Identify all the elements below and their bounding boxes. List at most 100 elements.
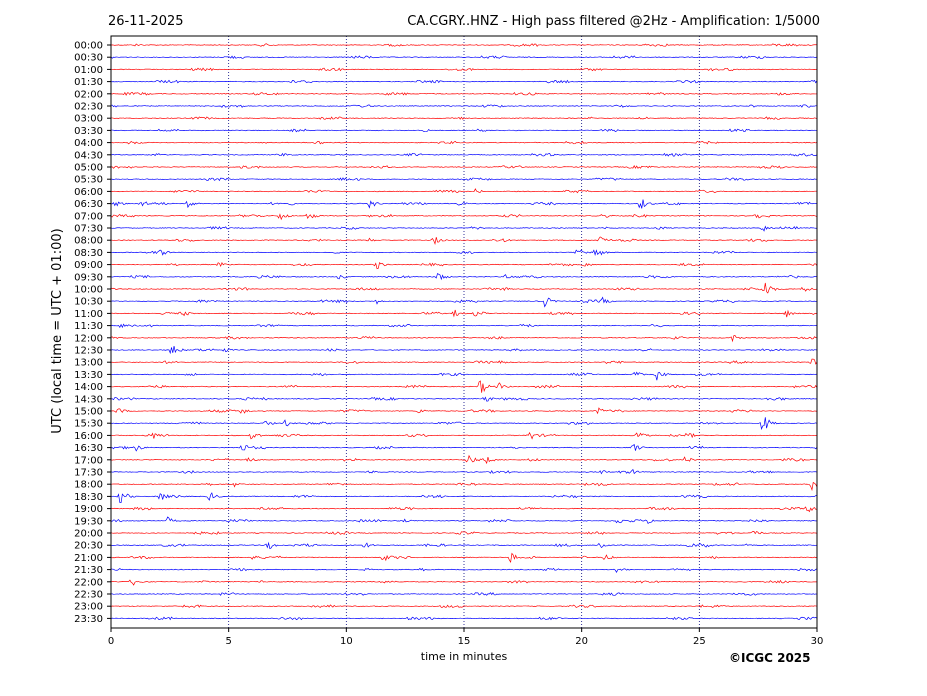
trace-row xyxy=(110,261,818,270)
y-tick-label: 17:00 xyxy=(74,455,103,466)
trace-row xyxy=(110,443,818,452)
trace-row xyxy=(110,506,818,513)
y-tick-label: 04:00 xyxy=(74,138,103,149)
trace-row xyxy=(110,358,818,365)
y-tick-label: 16:00 xyxy=(74,431,103,442)
trace-row xyxy=(110,604,818,608)
plot-frame xyxy=(110,35,818,629)
trace-row xyxy=(110,91,818,96)
trace-row xyxy=(110,579,818,586)
trace-row xyxy=(110,468,818,475)
trace-row xyxy=(110,43,818,47)
trace-row xyxy=(110,454,818,465)
y-tick-label: 03:00 xyxy=(74,114,103,125)
trace-row xyxy=(110,140,818,145)
trace-row xyxy=(110,296,818,308)
x-tick-label: 20 xyxy=(575,636,588,647)
trace-row xyxy=(110,152,818,157)
trace-row xyxy=(110,67,818,72)
y-tick-label: 19:00 xyxy=(74,504,103,515)
y-tick-label: 01:00 xyxy=(74,65,103,76)
trace-row xyxy=(110,346,818,355)
y-tick-label: 02:30 xyxy=(74,102,103,113)
trace-row xyxy=(110,492,818,504)
y-axis-label: UTC (local time = UTC + 01:00) xyxy=(50,228,65,433)
trace-row xyxy=(110,481,818,492)
x-tick-label: 5 xyxy=(225,636,231,647)
y-tick-label: 12:30 xyxy=(74,346,103,357)
trace-row xyxy=(110,371,818,381)
y-tick-label: 20:30 xyxy=(74,541,103,552)
y-tick-label: 17:30 xyxy=(74,468,103,479)
y-tick-label: 15:30 xyxy=(74,419,103,430)
trace-row xyxy=(110,55,818,59)
copyright: ©ICGC 2025 xyxy=(729,651,811,665)
y-tick-label: 13:30 xyxy=(74,370,103,381)
trace-row xyxy=(110,335,818,343)
y-tick-label: 00:00 xyxy=(74,41,103,52)
trace-row xyxy=(110,309,818,318)
trace-row xyxy=(110,323,818,329)
trace-row xyxy=(110,188,817,194)
y-tick-label: 11:30 xyxy=(74,321,103,332)
y-tick-label: 18:00 xyxy=(74,480,103,491)
trace-row xyxy=(110,104,818,108)
x-tick-labels: 0 5 10 15 20 25 30 xyxy=(108,628,824,647)
y-tick-label: 18:30 xyxy=(74,492,103,503)
trace-row xyxy=(110,407,818,415)
trace-row xyxy=(110,592,818,596)
trace-row xyxy=(110,396,818,402)
y-tick-label: 09:30 xyxy=(74,272,103,283)
y-tick-label: 07:00 xyxy=(74,211,103,222)
y-tick-label: 05:30 xyxy=(74,175,103,186)
y-tick-label: 21:30 xyxy=(74,565,103,576)
trace-row xyxy=(110,541,818,550)
y-tick-label: 22:00 xyxy=(74,577,103,588)
y-tick-label: 20:00 xyxy=(74,529,103,540)
y-tick-label: 01:30 xyxy=(74,77,103,88)
trace-row xyxy=(110,272,818,281)
trace-row xyxy=(110,567,818,574)
y-tick-label: 05:00 xyxy=(74,163,103,174)
y-tick-label: 02:00 xyxy=(74,89,103,100)
x-tick-label: 10 xyxy=(340,636,353,647)
y-tick-label: 14:00 xyxy=(74,382,103,393)
trace-row xyxy=(110,282,818,294)
y-tick-label: 08:00 xyxy=(74,236,103,247)
x-tick-label: 0 xyxy=(108,636,114,647)
y-tick-label: 09:00 xyxy=(74,260,103,271)
chart-title: CA.CGRY..HNZ - High pass filtered @2Hz -… xyxy=(407,14,820,29)
y-tick-label: 15:00 xyxy=(74,407,103,418)
y-tick-label: 00:30 xyxy=(74,53,103,64)
y-tick-label: 13:00 xyxy=(74,358,103,369)
y-tick-label: 21:00 xyxy=(74,553,103,564)
trace-row xyxy=(110,417,818,431)
y-tick-label: 12:00 xyxy=(74,333,103,344)
trace-row xyxy=(110,128,818,133)
trace-rows xyxy=(110,43,818,621)
trace-row xyxy=(110,431,818,440)
trace-row xyxy=(110,225,818,232)
y-tick-label: 10:00 xyxy=(74,285,103,296)
y-tick-label: 10:30 xyxy=(74,297,103,308)
y-tick-label: 08:30 xyxy=(74,248,103,259)
y-tick-label: 23:30 xyxy=(74,614,103,625)
y-tick-label: 04:30 xyxy=(74,150,103,161)
y-tick-label: 16:30 xyxy=(74,443,103,454)
trace-row xyxy=(110,516,818,525)
y-tick-label: 07:30 xyxy=(74,224,103,235)
x-tick-label: 15 xyxy=(458,636,471,647)
trace-row xyxy=(110,531,818,535)
vertical-grid xyxy=(228,36,700,628)
y-tick-label: 06:00 xyxy=(74,187,103,198)
trace-row xyxy=(110,177,818,182)
y-tick-label: 14:30 xyxy=(74,394,103,405)
x-tick-label: 30 xyxy=(811,636,824,647)
y-tick-label: 22:30 xyxy=(74,590,103,601)
x-axis-label: time in minutes xyxy=(421,650,508,663)
y-tick-label: 19:30 xyxy=(74,516,103,527)
date-label: 26-11-2025 xyxy=(108,14,184,29)
trace-row xyxy=(110,249,818,256)
